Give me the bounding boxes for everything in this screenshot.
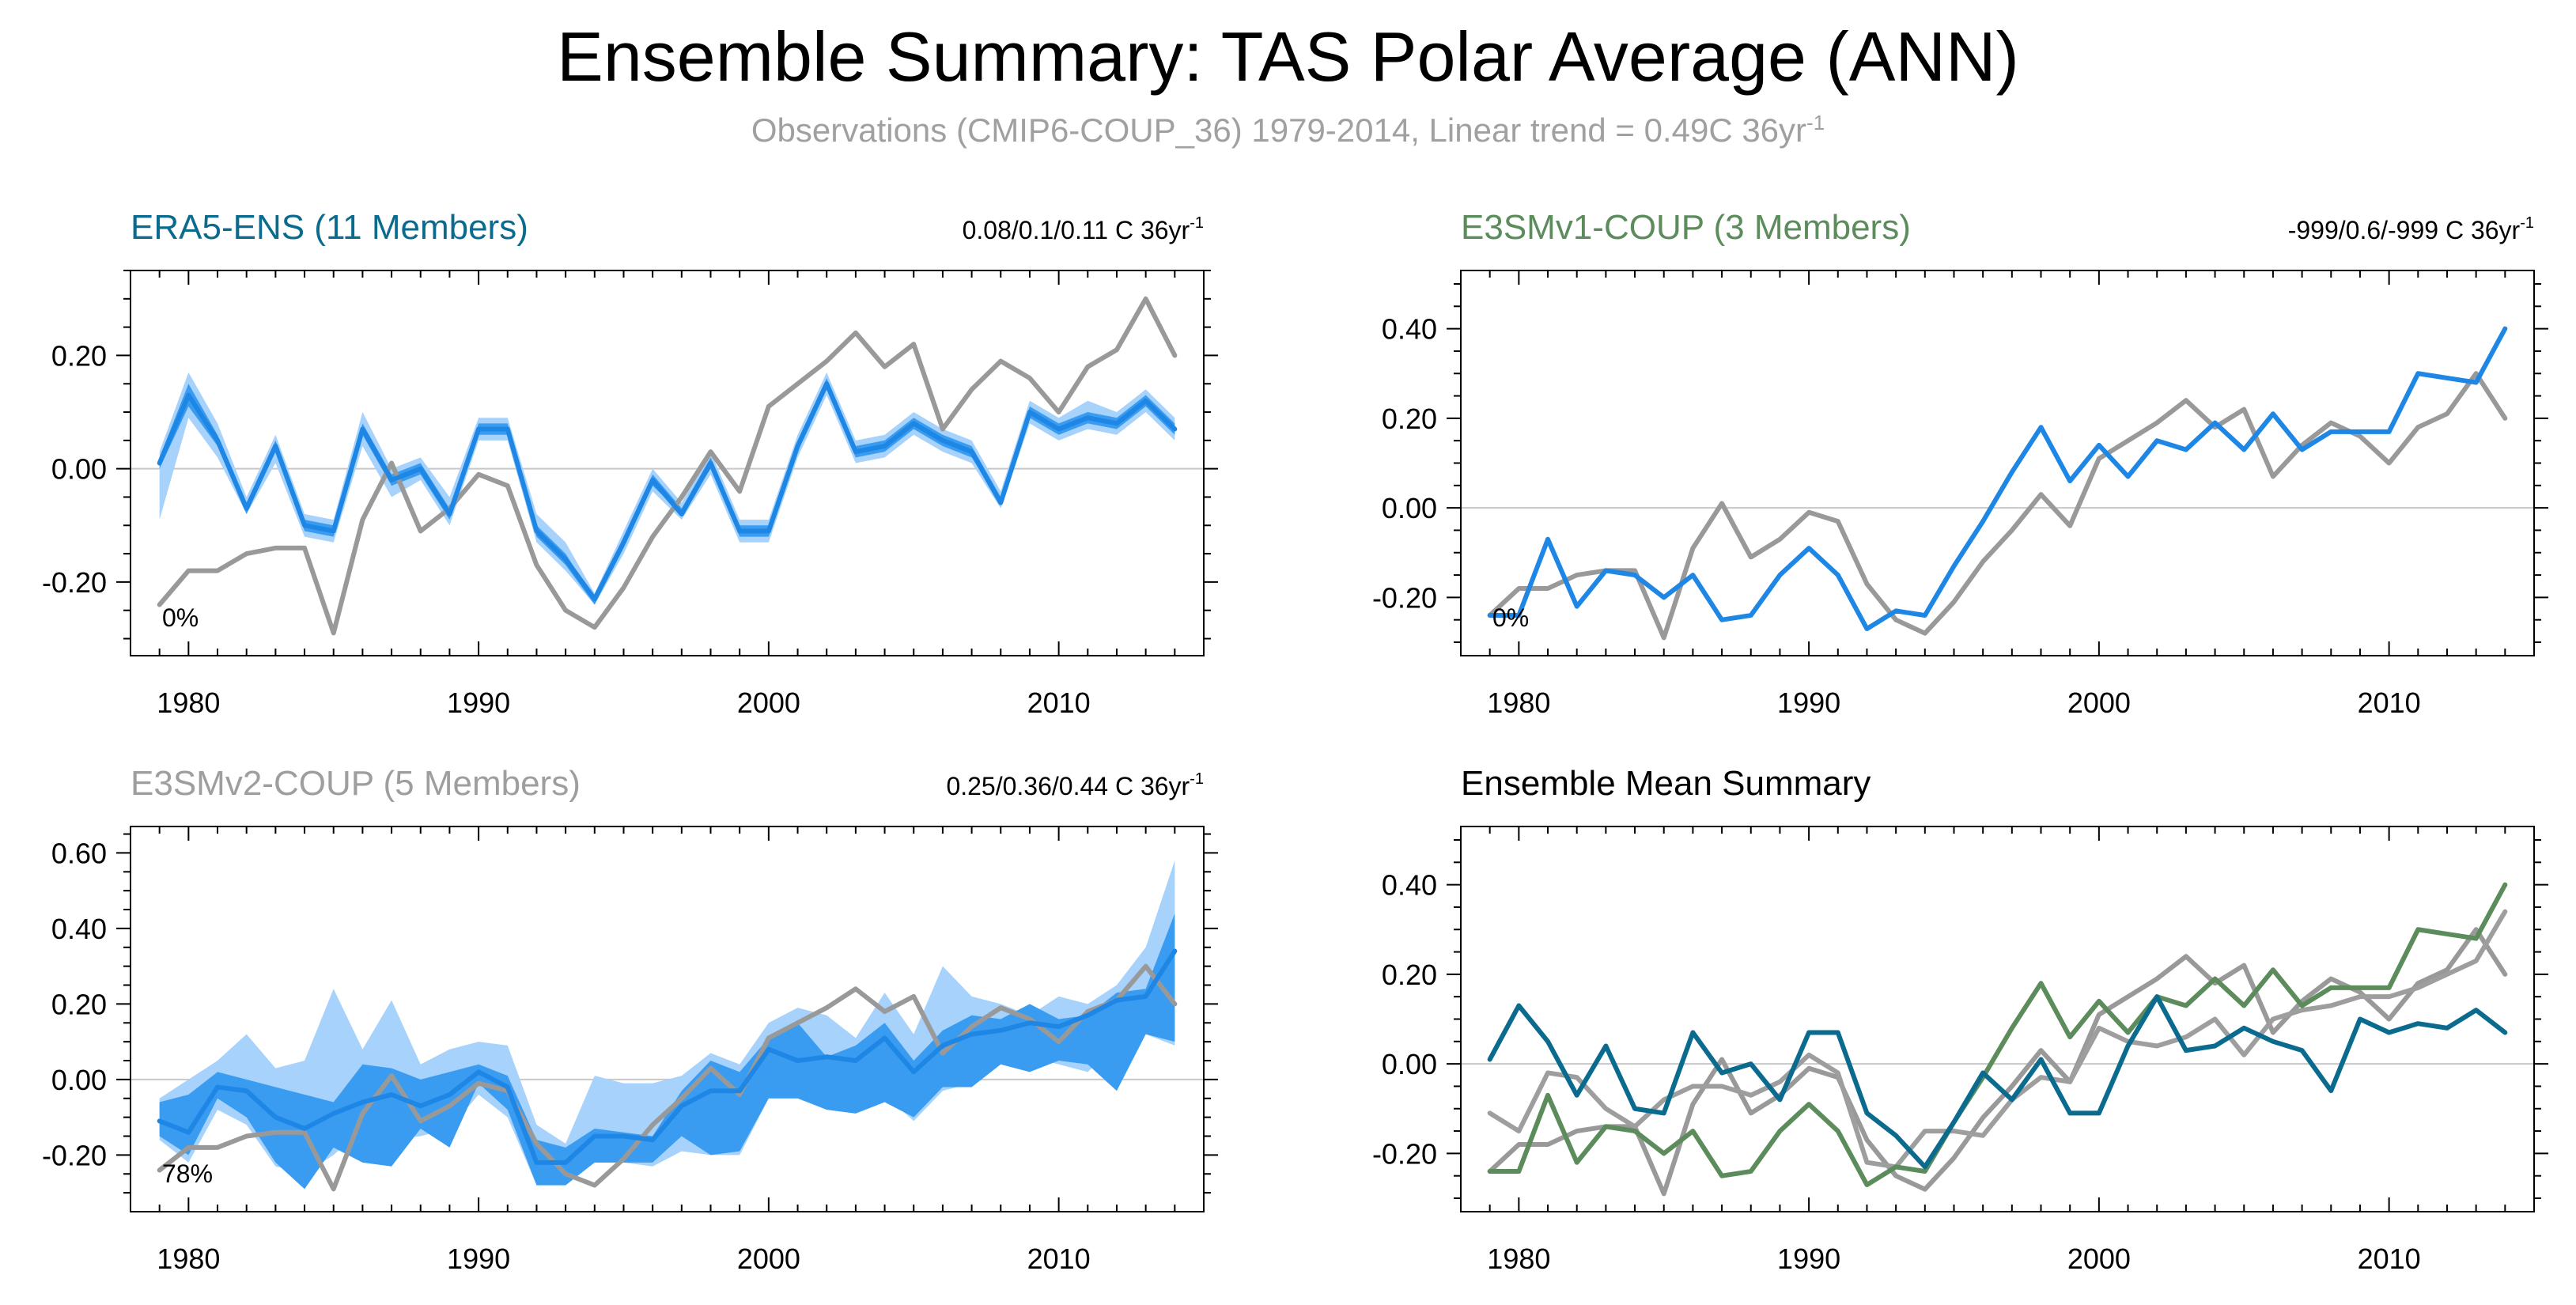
series-line-1 (1487, 326, 2508, 632)
series-line-2 (1487, 909, 2508, 1170)
panel-title: E3SMv1-COUP (3 Members) (1461, 208, 1911, 247)
trend-label: 0.08/0.1/0.11 C 36yr-1 (963, 214, 1204, 244)
y-tick-label: 0.00 (1382, 492, 1437, 524)
y-tick-label: 0.20 (51, 988, 107, 1020)
ensemble-spread-band (159, 378, 1175, 605)
x-tick-label: 2010 (1027, 687, 1091, 719)
subtitle-superscript: -1 (1806, 111, 1825, 134)
trend-label: -999/0.6/-999 C 36yr-1 (2288, 214, 2534, 244)
percent-label: 0% (1492, 603, 1529, 632)
y-tick-label: 0.40 (51, 913, 107, 945)
panel-title: Ensemble Mean Summary (1461, 764, 1871, 803)
figure-title: Ensemble Summary: TAS Polar Average (ANN… (557, 17, 2019, 96)
y-tick-label: 0.20 (1382, 403, 1437, 435)
y-tick-label: 0.00 (1382, 1048, 1437, 1080)
y-tick-label: -0.20 (1372, 581, 1437, 614)
x-tick-label: 1980 (1487, 687, 1550, 719)
figure-subtitle: Observations (CMIP6-COUP_36) 1979-2014, … (0, 103, 2576, 150)
series-line-1 (157, 948, 1178, 1165)
series-line-2 (157, 296, 1178, 636)
trend-label: 0.25/0.36/0.44 C 36yr-1 (946, 770, 1204, 800)
percent-label: 78% (162, 1159, 213, 1188)
plot-frame (130, 270, 1205, 656)
series-line-4 (1487, 994, 2508, 1170)
y-tick-label: 0.60 (51, 837, 107, 869)
series-line-1 (1487, 927, 2508, 1197)
subtitle-text: Observations (CMIP6-COUP_36) 1979-2014, … (751, 112, 1807, 149)
x-tick-label: 1980 (157, 1243, 220, 1275)
y-tick-label: -0.20 (42, 1139, 107, 1171)
y-tick-label: -0.20 (1372, 1137, 1437, 1170)
panel-title: ERA5-ENS (11 Members) (131, 208, 528, 247)
chart-panel-4: 1980 1990 2000 2010 -0.20 0.00 0.20 0.40 Ensembl… (1372, 764, 2548, 1275)
x-tick-label: 1990 (1777, 1243, 1840, 1275)
chart-panel-2: 1980 1990 2000 2010 -0.20 0.00 0.20 0.40 E3SMv1-… (1372, 208, 2548, 719)
x-tick-label: 2000 (737, 687, 800, 719)
x-tick-label: 2000 (2067, 1243, 2131, 1275)
plot-frame (130, 826, 1205, 1212)
series-line-2 (157, 963, 1178, 1192)
x-tick-label: 1990 (1777, 687, 1840, 719)
x-tick-label: 2010 (2358, 687, 2421, 719)
series-line-3 (1487, 882, 2508, 1188)
x-tick-label: 1990 (447, 1243, 510, 1275)
plot-frame (1460, 270, 2535, 656)
x-tick-label: 1980 (157, 687, 220, 719)
x-tick-label: 2010 (2358, 1243, 2421, 1275)
y-tick-label: 0.40 (1382, 313, 1437, 346)
x-tick-label: 1980 (1487, 1243, 1550, 1275)
x-tick-label: 2000 (2067, 687, 2131, 719)
x-tick-label: 2000 (737, 1243, 800, 1275)
ensemble-spread-band (159, 913, 1175, 1190)
y-tick-label: 0.20 (51, 339, 107, 372)
x-tick-label: 2010 (1027, 1243, 1091, 1275)
series-line-2 (1487, 371, 2508, 641)
percent-label: 0% (162, 603, 199, 632)
series-line-1 (157, 381, 1178, 602)
y-tick-label: -0.20 (42, 566, 107, 599)
panel-title: E3SMv2-COUP (5 Members) (131, 764, 581, 803)
y-tick-label: 0.00 (51, 453, 107, 486)
y-tick-label: 0.40 (1382, 869, 1437, 902)
y-tick-label: 0.20 (1382, 959, 1437, 991)
chart-panel-3: 1980 1990 2000 2010 -0.20 0.00 0.20 0.40 0.60 E3S… (42, 764, 1218, 1275)
y-tick-label: 0.00 (51, 1064, 107, 1096)
plot-frame (1460, 826, 2535, 1212)
chart-panel-1: 1980 1990 2000 2010 -0.20 0.00 0.20 ERA5-ENS (1… (42, 208, 1218, 719)
x-tick-label: 1990 (447, 687, 510, 719)
